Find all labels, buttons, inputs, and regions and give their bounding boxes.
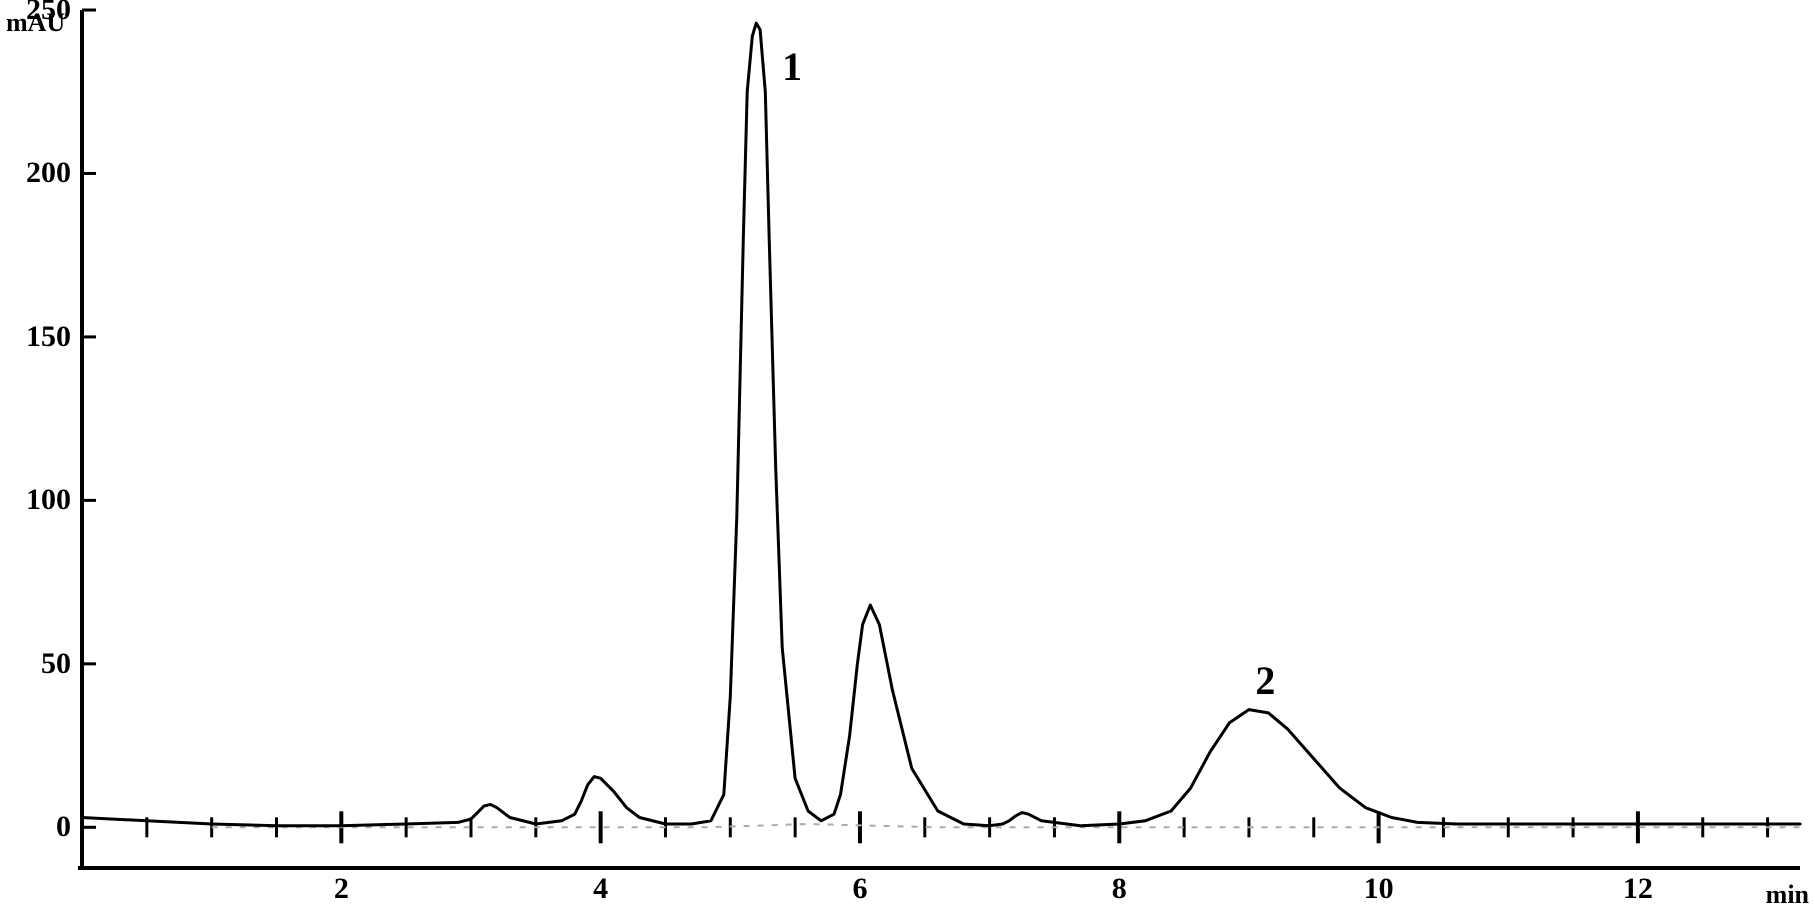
chromatogram-chart: mAU min 0501001502002502468101212 bbox=[0, 0, 1815, 918]
x-tick-label: 8 bbox=[1112, 872, 1127, 906]
x-axis-label: min bbox=[1766, 880, 1809, 910]
y-tick-label: 200 bbox=[26, 156, 71, 190]
peak-label: 1 bbox=[782, 43, 802, 90]
y-tick-label: 100 bbox=[26, 483, 71, 517]
x-tick-label: 4 bbox=[593, 872, 608, 906]
peak-label: 2 bbox=[1255, 657, 1275, 704]
y-tick-label: 250 bbox=[26, 0, 71, 27]
x-tick-label: 6 bbox=[852, 872, 867, 906]
x-tick-label: 2 bbox=[334, 872, 349, 906]
x-tick-label: 12 bbox=[1623, 872, 1653, 906]
x-tick-label: 10 bbox=[1364, 872, 1394, 906]
y-tick-label: 0 bbox=[56, 810, 71, 844]
y-tick-label: 150 bbox=[26, 320, 71, 354]
chart-svg bbox=[0, 0, 1815, 918]
y-tick-label: 50 bbox=[41, 647, 71, 681]
